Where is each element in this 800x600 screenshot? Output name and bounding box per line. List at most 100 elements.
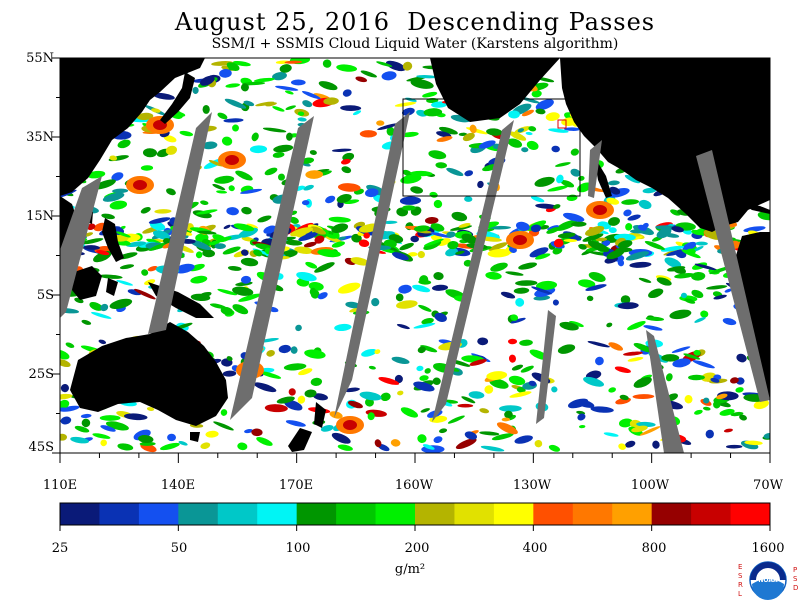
cloud-patch (329, 411, 343, 419)
cloud-patch (322, 59, 332, 68)
lon-label-100w: 100W (630, 478, 670, 493)
colorbar-swatch (99, 503, 140, 525)
cloud-patch (564, 127, 581, 131)
cloud-patch (531, 286, 552, 295)
cloud-patch (464, 431, 477, 440)
cloud-patch (535, 280, 558, 290)
cloud-patch (670, 209, 681, 216)
cloud-patch (336, 194, 352, 203)
cloud-patch (510, 317, 526, 324)
cloud-patch (238, 293, 262, 302)
cloud-patch (422, 91, 438, 98)
cloud-patch (530, 224, 542, 233)
cloud-patch (138, 435, 154, 444)
cloud-patch (251, 428, 263, 437)
cloud-patch (396, 300, 418, 309)
cloud-patch (341, 158, 351, 165)
land-asia (60, 58, 205, 196)
cloud-patch (617, 302, 639, 310)
cloud-patch (257, 215, 272, 223)
cloud-patch (178, 441, 188, 446)
cloud-patch (557, 232, 576, 239)
cloud-patch (757, 211, 770, 221)
cloud-patch (423, 108, 443, 117)
cloud-patch (479, 408, 490, 414)
storm-core (133, 180, 147, 190)
lon-label-110e: 110E (42, 478, 78, 493)
cloud-patch (447, 240, 459, 250)
cloud-patch (608, 217, 620, 226)
cloud-patch (417, 434, 427, 444)
cloud-patch (360, 70, 377, 78)
cloud-patch (413, 225, 430, 232)
cloud-patch (479, 431, 500, 436)
cloud-patch (240, 83, 249, 92)
cloud-patch (241, 206, 252, 215)
cloud-patch (706, 285, 728, 290)
cloud-patch (109, 155, 118, 161)
cloud-patch (691, 289, 704, 299)
cloud-patch (489, 378, 509, 389)
cloud-patch (736, 353, 747, 363)
land-baja-california (594, 156, 612, 198)
cloud-patch (374, 439, 382, 448)
cloud-patch (511, 364, 524, 371)
cloud-patch (700, 310, 709, 318)
cloud-patch (277, 173, 285, 181)
cloud-patch (509, 131, 527, 141)
cloud-patch (228, 185, 235, 192)
cloud-patch (100, 439, 107, 447)
cloud-patch (691, 271, 706, 281)
cloud-patch (253, 382, 277, 393)
cloud-patch (222, 370, 237, 377)
colorbar (59, 502, 771, 531)
lat-label-25s: 25S (28, 367, 54, 382)
cloud-patch (435, 162, 448, 169)
cloud-patch (514, 435, 533, 444)
cloud-patch (394, 101, 417, 107)
cloud-patch (431, 284, 449, 291)
cloud-patch (190, 293, 211, 302)
cloud-patch (100, 303, 109, 312)
cloud-patch (205, 430, 219, 438)
logo-side-left-3: R (738, 581, 743, 589)
cloud-patch (621, 199, 640, 205)
cloud-patch (313, 393, 328, 401)
cloud-patch (521, 147, 529, 153)
cloud-patch (485, 271, 502, 280)
cloud-patch (595, 356, 604, 366)
cloud-patch (500, 291, 516, 299)
cloud-patch (264, 167, 278, 176)
cloud-patch (624, 174, 641, 184)
cloud-patch (694, 409, 703, 415)
cloud-patch (638, 277, 652, 283)
cloud-patch (656, 277, 672, 286)
cloud-patch (266, 349, 275, 357)
cloud-patch (710, 377, 720, 383)
cloud-patch (233, 223, 255, 232)
cloud-patch (221, 136, 233, 146)
cloud-patch (713, 294, 727, 300)
cloud-patch (381, 71, 397, 81)
cloud-patch (310, 226, 326, 235)
land-borneo (72, 266, 102, 300)
lon-label-140e: 140E (160, 478, 196, 493)
cloud-patch (583, 376, 605, 387)
cloud-patch (627, 320, 646, 331)
cloud-patch (607, 180, 620, 186)
cloud-patch (636, 421, 656, 427)
cloud-patch (376, 120, 385, 126)
cloud-patch (410, 186, 424, 194)
cloud-patch (60, 416, 72, 425)
cloud-patch (617, 258, 625, 267)
cloud-patch (275, 85, 299, 91)
cloud-patch (424, 368, 431, 374)
colorbar-label-1600: 1600 (751, 541, 785, 556)
cloud-patch (531, 90, 542, 98)
cloud-patch (513, 287, 530, 294)
cloud-patch (660, 245, 685, 252)
cloud-patch (469, 124, 477, 134)
cloud-patch (244, 428, 253, 434)
cloud-patch (390, 439, 401, 447)
cloud-patch (639, 426, 661, 436)
